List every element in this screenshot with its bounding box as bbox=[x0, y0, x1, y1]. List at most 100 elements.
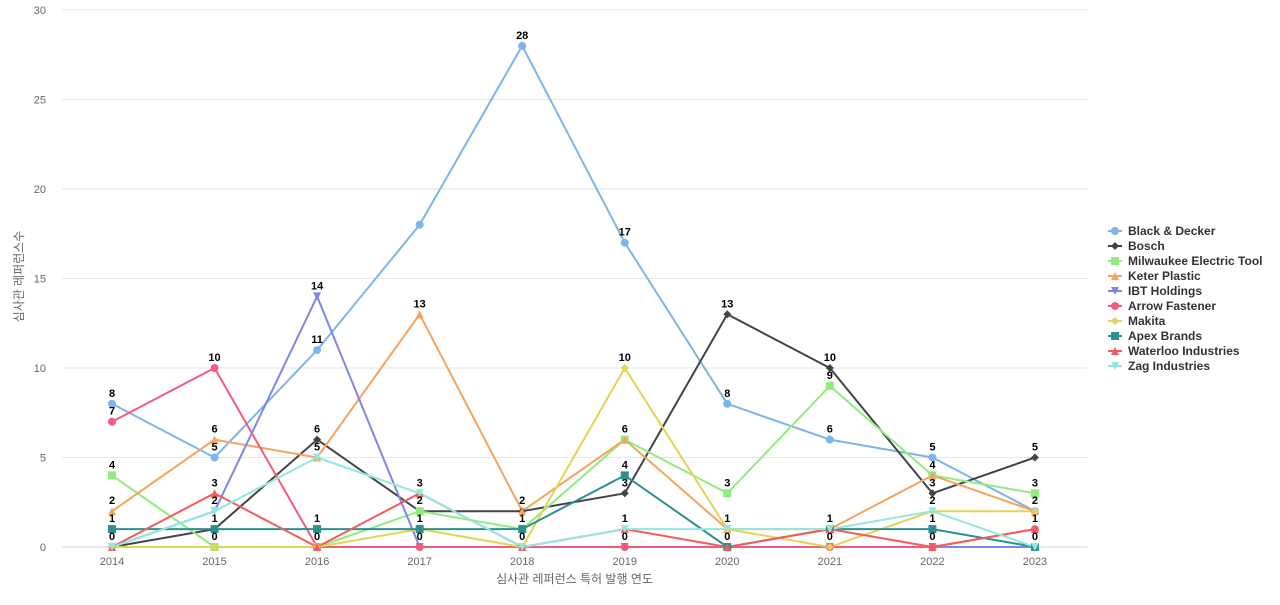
data-point bbox=[723, 543, 732, 551]
legend-item[interactable]: Milwaukee Electric Tool bbox=[1108, 254, 1262, 268]
legend-label: Black & Decker bbox=[1128, 224, 1216, 238]
series-line bbox=[111, 295, 1035, 548]
legend-marker bbox=[1111, 302, 1119, 310]
legend-marker bbox=[1111, 272, 1119, 280]
data-label: 1 bbox=[622, 513, 628, 525]
data-label: 5 bbox=[929, 442, 935, 454]
data-point bbox=[415, 507, 424, 516]
y-tick-label: 25 bbox=[34, 95, 46, 107]
data-label: 6 bbox=[211, 424, 217, 436]
data-point bbox=[723, 310, 732, 319]
legend-marker bbox=[1111, 257, 1119, 265]
data-point bbox=[313, 543, 322, 551]
data-point bbox=[313, 292, 322, 301]
axes: 심사관 레퍼런스 특허 발행 연도 심사관 레퍼런스수 bbox=[12, 231, 653, 586]
data-label: 0 bbox=[724, 531, 730, 543]
data-point bbox=[620, 525, 629, 534]
data-label: 0 bbox=[622, 531, 628, 543]
legend-label: Zag Industries bbox=[1128, 359, 1210, 373]
data-point bbox=[415, 220, 424, 229]
legend-item[interactable]: Black & Decker bbox=[1108, 224, 1216, 238]
legend-label: IBT Holdings bbox=[1128, 284, 1202, 298]
data-label: 1 bbox=[314, 513, 320, 525]
legend-label: Arrow Fastener bbox=[1128, 299, 1216, 313]
data-point bbox=[518, 41, 527, 50]
data-label: 5 bbox=[314, 442, 320, 454]
data-point bbox=[108, 471, 116, 480]
legend-label: Keter Plastic bbox=[1128, 269, 1201, 283]
legend-item[interactable]: IBT Holdings bbox=[1108, 284, 1202, 298]
data-point bbox=[825, 381, 834, 390]
series-line bbox=[112, 474, 1036, 548]
data-point bbox=[313, 346, 322, 355]
data-label: 6 bbox=[314, 424, 320, 436]
data-point bbox=[620, 238, 629, 247]
data-label: 5 bbox=[1032, 442, 1038, 454]
data-label: 0 bbox=[417, 531, 423, 543]
legend-marker bbox=[1111, 287, 1119, 295]
data-label: 3 bbox=[1032, 477, 1038, 489]
y-tick-label: 0 bbox=[40, 542, 46, 554]
x-axis-title: 심사관 레퍼런스 특허 발행 연도 bbox=[496, 571, 653, 586]
data-label: 13 bbox=[414, 298, 426, 310]
data-label: 0 bbox=[314, 531, 320, 543]
data-label: 7 bbox=[109, 406, 115, 418]
data-point bbox=[210, 543, 219, 551]
data-label: 2 bbox=[1032, 495, 1038, 507]
series-lines bbox=[111, 44, 1036, 548]
data-point bbox=[928, 543, 937, 551]
data-point bbox=[1030, 507, 1039, 516]
legend-item[interactable]: Makita bbox=[1108, 314, 1166, 328]
data-point bbox=[210, 507, 219, 516]
data-label: 1 bbox=[211, 513, 217, 525]
data-label: 0 bbox=[1032, 531, 1038, 543]
data-point bbox=[825, 543, 834, 551]
data-label: 10 bbox=[824, 352, 836, 364]
data-label: 9 bbox=[827, 370, 833, 382]
data-point bbox=[825, 364, 834, 372]
data-label: 1 bbox=[109, 513, 115, 525]
data-point bbox=[620, 543, 629, 551]
legend-label: Apex Brands bbox=[1128, 329, 1202, 343]
legend-item[interactable]: Waterloo Industries bbox=[1108, 344, 1240, 358]
data-point bbox=[1030, 525, 1039, 534]
data-point bbox=[210, 364, 219, 372]
legend-marker bbox=[1111, 317, 1119, 325]
data-point bbox=[825, 435, 834, 444]
y-tick-label: 20 bbox=[34, 184, 46, 196]
legend-marker bbox=[1111, 332, 1119, 340]
data-point bbox=[1030, 543, 1039, 551]
data-label: 8 bbox=[109, 388, 115, 400]
data-label: 3 bbox=[417, 477, 423, 489]
data-label: 1 bbox=[417, 513, 423, 525]
data-point bbox=[108, 417, 116, 426]
data-label: 13 bbox=[721, 298, 733, 310]
data-label: 10 bbox=[208, 352, 220, 364]
data-label: 1 bbox=[1032, 513, 1038, 525]
series-line bbox=[111, 313, 1036, 531]
legend-item[interactable]: Zag Industries bbox=[1108, 359, 1210, 373]
data-point bbox=[928, 489, 937, 498]
data-label: 8 bbox=[724, 388, 730, 400]
legend-item[interactable]: Bosch bbox=[1108, 239, 1165, 253]
legend-item[interactable]: Arrow Fastener bbox=[1108, 299, 1216, 313]
series-markers bbox=[108, 41, 1039, 551]
legend-item[interactable]: Apex Brands bbox=[1108, 329, 1202, 343]
data-label: 1 bbox=[827, 513, 833, 525]
legend-item[interactable]: Keter Plastic bbox=[1108, 269, 1201, 283]
data-point bbox=[620, 364, 629, 372]
data-point bbox=[723, 525, 732, 534]
data-label: 11 bbox=[311, 334, 323, 346]
data-point bbox=[723, 399, 732, 408]
data-label: 0 bbox=[211, 531, 217, 543]
data-label: 2 bbox=[109, 495, 115, 507]
data-point bbox=[518, 543, 527, 551]
data-point bbox=[210, 489, 219, 498]
data-point bbox=[1030, 453, 1039, 462]
data-point bbox=[313, 435, 322, 444]
legend-marker bbox=[1111, 362, 1119, 370]
x-tick-label: 2021 bbox=[818, 556, 842, 568]
